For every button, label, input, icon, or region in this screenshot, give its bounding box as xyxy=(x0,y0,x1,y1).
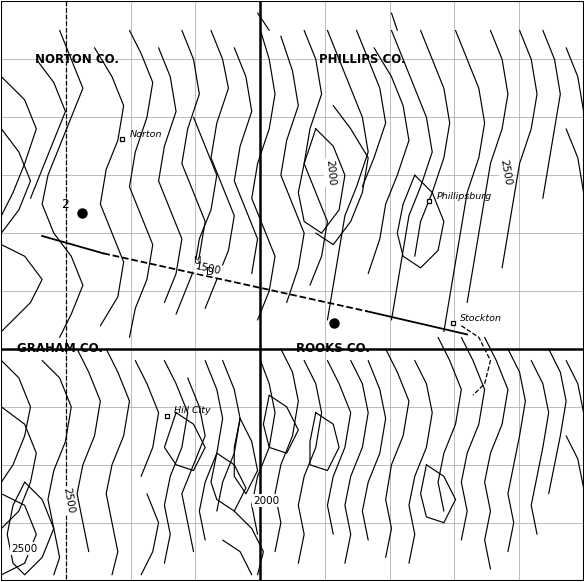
Text: GRAHAM CO.: GRAHAM CO. xyxy=(16,342,102,356)
Text: ROOKS CO.: ROOKS CO. xyxy=(296,342,370,356)
Text: PHILLIPS CO.: PHILLIPS CO. xyxy=(319,53,405,66)
Text: Stockton: Stockton xyxy=(460,314,501,323)
Text: Norton: Norton xyxy=(129,130,162,139)
Text: D: D xyxy=(206,268,214,278)
Text: U: U xyxy=(192,256,200,266)
Text: 1500: 1500 xyxy=(194,261,222,276)
Text: Hill City: Hill City xyxy=(174,406,211,416)
Text: 2: 2 xyxy=(61,198,69,211)
Text: 2500: 2500 xyxy=(498,158,512,186)
Text: NORTON CO.: NORTON CO. xyxy=(35,53,119,66)
Text: 2500: 2500 xyxy=(12,544,38,553)
Text: 2000: 2000 xyxy=(324,159,336,186)
Text: 2000: 2000 xyxy=(253,496,280,506)
Text: Phillipsburg: Phillipsburg xyxy=(436,192,491,201)
Text: 2500: 2500 xyxy=(61,487,75,514)
